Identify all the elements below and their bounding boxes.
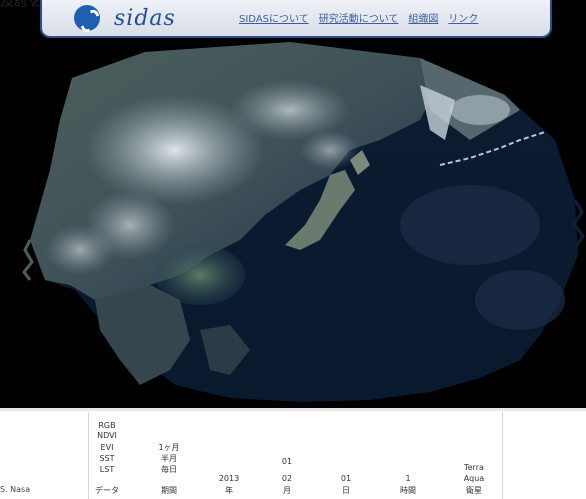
site-header: sidas SIDASについて 研究活動について 組織図 リンク: [40, 0, 552, 38]
logo-icon: [74, 5, 100, 31]
option-half-month[interactable]: 半月: [161, 454, 177, 463]
header-satellite: 衛星: [466, 486, 482, 495]
option-aqua[interactable]: Aqua: [463, 474, 485, 483]
column-divider-right: [502, 412, 503, 499]
option-daily[interactable]: 毎日: [161, 465, 177, 474]
credit-text: S. Nasa: [0, 485, 31, 494]
nav-link-research[interactable]: 研究活動について: [318, 14, 399, 25]
option-evi[interactable]: EVI: [100, 443, 114, 452]
nav-link-organization[interactable]: 組織図: [408, 14, 439, 25]
header-month: 月: [283, 486, 291, 495]
header-hour: 時間: [400, 486, 416, 495]
header-period: 期間: [161, 486, 177, 495]
satellite-image: [22, 42, 585, 402]
option-month-02[interactable]: 02: [281, 474, 293, 483]
option-one-month[interactable]: 1ヶ月: [158, 443, 180, 452]
option-ndvi[interactable]: NDVI: [97, 431, 117, 440]
option-lst[interactable]: LST: [99, 465, 115, 474]
option-rgb[interactable]: RGB: [98, 421, 116, 430]
header-year: 年: [225, 486, 233, 495]
column-divider-left: [88, 412, 89, 499]
option-sst[interactable]: SST: [99, 454, 115, 463]
main-nav: SIDASについて 研究活動について 組織図 リンク: [239, 10, 478, 25]
footer-divider: [0, 408, 586, 411]
option-day-01[interactable]: 01: [340, 474, 352, 483]
option-terra[interactable]: Terra: [464, 463, 484, 472]
nav-link-about-sidas[interactable]: SIDASについて: [239, 14, 309, 25]
logo-text: sidas: [114, 5, 176, 31]
option-month-01[interactable]: 01: [281, 457, 293, 466]
header-data: データ: [95, 486, 119, 495]
option-year-2013[interactable]: 2013: [218, 474, 240, 483]
option-hour-1[interactable]: 1: [405, 474, 411, 483]
site-logo[interactable]: sidas: [74, 5, 176, 31]
nav-link-links[interactable]: リンク: [448, 14, 479, 25]
header-day: 日: [342, 486, 350, 495]
satellite-mosaic-map: [0, 0, 586, 408]
